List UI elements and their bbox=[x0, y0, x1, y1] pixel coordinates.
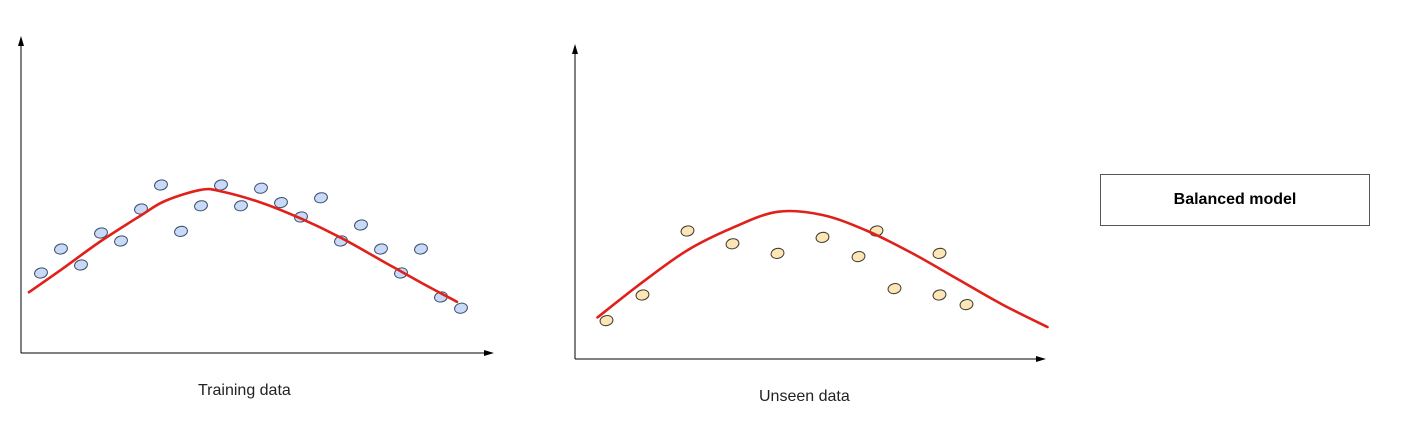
training-y-axis-arrow bbox=[18, 36, 24, 46]
data-point bbox=[354, 219, 368, 231]
data-point bbox=[454, 302, 468, 314]
legend-label: Balanced model bbox=[1173, 191, 1297, 208]
data-point bbox=[959, 299, 974, 311]
data-point bbox=[599, 315, 614, 327]
data-point bbox=[114, 235, 128, 247]
unseen-panel bbox=[572, 44, 1049, 362]
unseen-points bbox=[599, 225, 974, 327]
training-caption: Training data bbox=[198, 382, 291, 399]
data-point bbox=[174, 225, 188, 237]
data-point bbox=[34, 267, 48, 279]
data-point bbox=[74, 259, 88, 271]
data-point bbox=[254, 182, 268, 194]
legend-box: Balanced model bbox=[1100, 174, 1370, 226]
data-point bbox=[194, 200, 208, 212]
unseen-caption: Unseen data bbox=[759, 388, 850, 405]
data-point bbox=[314, 192, 328, 204]
data-point bbox=[635, 289, 650, 301]
data-point bbox=[680, 225, 695, 237]
data-point bbox=[770, 247, 785, 259]
training-fit-curve bbox=[27, 187, 459, 304]
data-point bbox=[94, 227, 108, 239]
data-point bbox=[887, 283, 902, 295]
training-x-axis-arrow bbox=[484, 350, 494, 356]
unseen-y-axis-arrow bbox=[572, 44, 578, 54]
data-point bbox=[214, 179, 228, 191]
data-point bbox=[154, 179, 168, 191]
data-point bbox=[374, 243, 388, 255]
data-point bbox=[725, 238, 740, 250]
data-point bbox=[932, 247, 947, 259]
data-point bbox=[932, 289, 947, 301]
unseen-x-axis-arrow bbox=[1036, 356, 1046, 362]
data-point bbox=[851, 251, 866, 263]
data-point bbox=[274, 197, 288, 209]
training-points bbox=[34, 179, 468, 314]
data-point bbox=[234, 200, 248, 212]
data-point bbox=[414, 243, 428, 255]
data-point bbox=[815, 231, 830, 243]
unseen-fit-curve bbox=[596, 209, 1049, 329]
training-panel bbox=[18, 36, 494, 356]
data-point bbox=[54, 243, 68, 255]
